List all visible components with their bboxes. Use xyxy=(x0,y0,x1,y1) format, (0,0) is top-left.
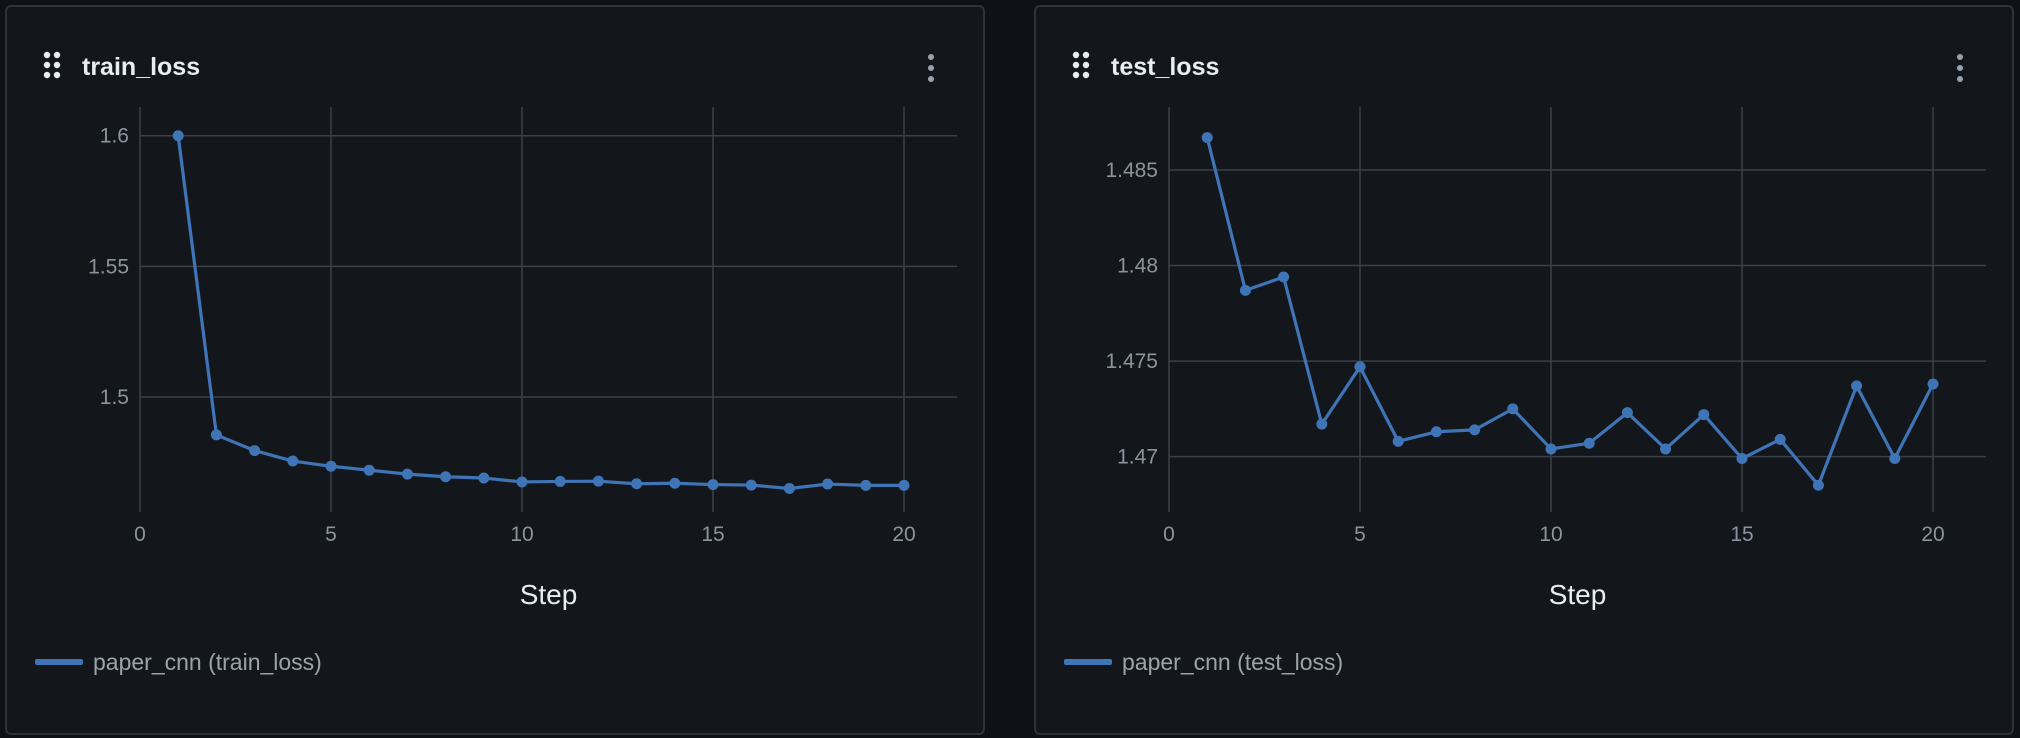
data-point xyxy=(1545,443,1557,455)
legend-item[interactable]: paper_cnn (test_loss) xyxy=(1064,647,1343,677)
line-chart: 0 5 10 15 20 1.47 1.475 1.48 1.485 Step xyxy=(1105,107,1986,610)
y-tick-label: 1.55 xyxy=(88,255,129,278)
data-point xyxy=(1698,409,1710,421)
data-point xyxy=(1239,284,1251,296)
data-point xyxy=(363,464,375,476)
data-point xyxy=(1201,132,1213,144)
data-point xyxy=(592,475,604,487)
data-point xyxy=(1851,380,1863,392)
data-point xyxy=(860,479,872,491)
line-chart: 0 5 10 15 20 1.5 1.55 1.6 Step xyxy=(88,107,957,610)
drag-handle-icon[interactable] xyxy=(1072,51,1090,84)
data-point xyxy=(707,479,719,491)
data-point xyxy=(1812,479,1824,491)
data-point xyxy=(1469,424,1481,436)
chart-panel-train-loss: train_loss 0 5 10 15 20 1.5 1.55 1.6 Step paper_… xyxy=(5,5,985,735)
data-point xyxy=(516,476,528,488)
x-axis-title: Step xyxy=(520,579,578,610)
x-tick-label: 20 xyxy=(892,523,915,546)
data-point xyxy=(783,482,795,494)
data-point xyxy=(1774,433,1786,445)
legend-swatch xyxy=(1064,659,1112,665)
legend-item[interactable]: paper_cnn (train_loss) xyxy=(35,647,322,677)
panel-title: train_loss xyxy=(82,53,201,81)
data-point xyxy=(249,445,261,457)
y-tick-label: 1.475 xyxy=(1105,350,1158,373)
data-point xyxy=(1621,407,1633,419)
x-tick-label: 15 xyxy=(701,523,724,546)
x-axis-title: Step xyxy=(1549,579,1607,610)
x-tick-label: 20 xyxy=(1921,523,1944,546)
data-point xyxy=(1392,435,1404,447)
data-point xyxy=(1507,403,1519,415)
legend-label: paper_cnn (train_loss) xyxy=(93,648,322,675)
kebab-menu-icon[interactable] xyxy=(924,53,938,83)
legend-swatch xyxy=(35,659,83,665)
data-point xyxy=(1660,443,1672,455)
x-tick-label: 10 xyxy=(1539,523,1562,546)
y-tick-label: 1.47 xyxy=(1117,446,1158,469)
drag-handle-icon[interactable] xyxy=(43,51,61,84)
data-point xyxy=(287,455,299,467)
data-point xyxy=(1316,418,1328,430)
series-line xyxy=(176,135,904,491)
data-point xyxy=(210,429,222,441)
data-point xyxy=(898,479,910,491)
x-tick-label: 0 xyxy=(1163,523,1175,546)
data-point xyxy=(822,478,834,490)
x-tick-label: 15 xyxy=(1730,523,1753,546)
y-tick-label: 1.48 xyxy=(1117,255,1158,278)
x-tick-label: 0 xyxy=(134,523,146,546)
grid xyxy=(140,107,957,512)
data-point xyxy=(401,468,413,480)
y-tick-label: 1.6 xyxy=(100,125,129,148)
y-tick-label: 1.5 xyxy=(100,386,129,409)
chart-panel-test-loss: test_loss 0 5 10 15 20 1.47 1.475 1.48 1.485 Step… xyxy=(1034,5,2014,735)
data-point xyxy=(1927,378,1939,390)
x-tick-label: 5 xyxy=(1354,523,1366,546)
data-point xyxy=(478,472,490,484)
data-point xyxy=(554,475,566,487)
data-point xyxy=(172,130,184,142)
data-point xyxy=(1278,271,1290,283)
panel-title: test_loss xyxy=(1111,53,1220,81)
data-point xyxy=(669,477,681,489)
legend-label: paper_cnn (test_loss) xyxy=(1122,648,1344,675)
y-tick-label: 1.485 xyxy=(1105,159,1158,182)
x-tick-label: 10 xyxy=(510,523,533,546)
data-point xyxy=(1430,426,1442,438)
data-point xyxy=(1354,361,1366,373)
data-point xyxy=(440,471,452,483)
data-point xyxy=(1889,453,1901,465)
x-tick-label: 5 xyxy=(325,523,337,546)
data-point xyxy=(631,478,643,490)
kebab-menu-icon[interactable] xyxy=(1953,53,1967,83)
data-point xyxy=(1583,437,1595,449)
series-line xyxy=(1205,137,1935,487)
data-point xyxy=(1736,453,1748,465)
data-point xyxy=(745,479,757,491)
data-point xyxy=(325,460,337,472)
